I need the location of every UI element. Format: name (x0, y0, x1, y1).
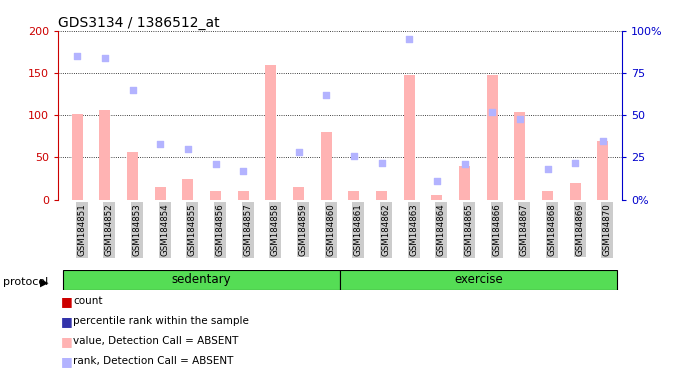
Bar (542, 191, 553, 200)
Bar (431, 195, 443, 200)
Bar (63, 270, 340, 290)
Text: GSM184855: GSM184855 (188, 203, 197, 256)
Point (155, 141, 166, 147)
Text: GSM184851: GSM184851 (77, 203, 86, 256)
Text: GSM184861: GSM184861 (354, 203, 363, 256)
Text: GDS3134 / 1386512_at: GDS3134 / 1386512_at (58, 16, 220, 30)
Bar (127, 152, 138, 200)
Point (265, 23, 276, 29)
Bar (182, 179, 193, 200)
Text: GSM184863: GSM184863 (409, 203, 418, 256)
Text: sedentary: sedentary (172, 273, 231, 286)
Point (348, 153, 359, 159)
Bar (570, 183, 581, 200)
Text: GSM184859: GSM184859 (299, 203, 307, 256)
Bar (376, 191, 387, 200)
Text: GSM184869: GSM184869 (575, 203, 584, 256)
Bar (404, 74, 415, 200)
Bar (293, 187, 304, 200)
Bar (514, 112, 526, 200)
Text: ▶: ▶ (40, 277, 49, 287)
Point (293, 149, 304, 156)
Text: ■: ■ (61, 335, 73, 348)
Text: count: count (73, 296, 103, 306)
Point (182, 146, 193, 152)
Text: GSM184862: GSM184862 (381, 203, 390, 256)
Bar (321, 132, 332, 200)
Text: ■: ■ (61, 295, 73, 308)
Point (127, 87, 138, 93)
Bar (348, 191, 359, 200)
Text: protocol: protocol (3, 277, 49, 287)
Point (238, 168, 249, 174)
Bar (71, 114, 83, 200)
Text: GSM184870: GSM184870 (603, 203, 612, 256)
Bar (340, 270, 617, 290)
Point (598, 137, 609, 144)
Text: GSM184864: GSM184864 (437, 203, 446, 256)
Text: GSM184860: GSM184860 (326, 203, 335, 256)
Point (542, 166, 553, 172)
Text: GSM184853: GSM184853 (133, 203, 141, 256)
Bar (99, 110, 110, 200)
Point (431, 178, 442, 184)
Text: GSM184858: GSM184858 (271, 203, 280, 256)
Point (487, 109, 498, 115)
Text: exercise: exercise (454, 273, 503, 286)
Text: GSM184865: GSM184865 (464, 203, 473, 256)
Point (459, 161, 470, 167)
Point (376, 159, 387, 166)
Text: GSM184866: GSM184866 (492, 203, 501, 256)
Bar (487, 76, 498, 200)
Point (71, 53, 82, 59)
Bar (265, 65, 276, 200)
Point (514, 116, 525, 122)
Text: GSM184856: GSM184856 (216, 203, 224, 256)
Bar (154, 187, 166, 200)
Text: GSM184857: GSM184857 (243, 203, 252, 256)
Bar (210, 191, 221, 200)
Text: GSM184868: GSM184868 (547, 203, 556, 256)
Text: GSM184867: GSM184867 (520, 203, 529, 256)
Text: GSM184854: GSM184854 (160, 203, 169, 256)
Text: GSM184852: GSM184852 (105, 203, 114, 256)
Text: percentile rank within the sample: percentile rank within the sample (73, 316, 250, 326)
Bar (459, 166, 470, 200)
Point (404, 36, 415, 42)
Text: value, Detection Call = ABSENT: value, Detection Call = ABSENT (73, 336, 239, 346)
Text: ■: ■ (61, 355, 73, 368)
Point (321, 92, 332, 98)
Text: ■: ■ (61, 315, 73, 328)
Point (99, 55, 110, 61)
Text: rank, Detection Call = ABSENT: rank, Detection Call = ABSENT (73, 356, 234, 366)
Point (210, 161, 221, 167)
Point (570, 159, 581, 166)
Bar (237, 191, 249, 200)
Bar (597, 141, 609, 200)
